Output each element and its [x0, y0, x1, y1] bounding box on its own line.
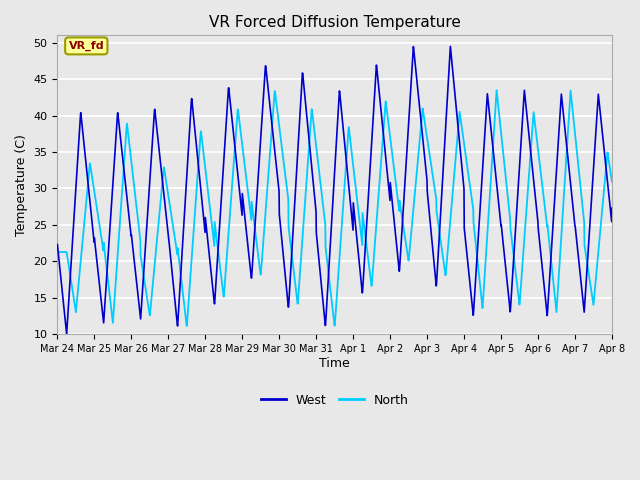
Legend: West, North: West, North [255, 389, 413, 411]
Y-axis label: Temperature (C): Temperature (C) [15, 134, 28, 236]
Title: VR Forced Diffusion Temperature: VR Forced Diffusion Temperature [209, 15, 461, 30]
X-axis label: Time: Time [319, 357, 350, 370]
Text: VR_fd: VR_fd [68, 41, 104, 51]
